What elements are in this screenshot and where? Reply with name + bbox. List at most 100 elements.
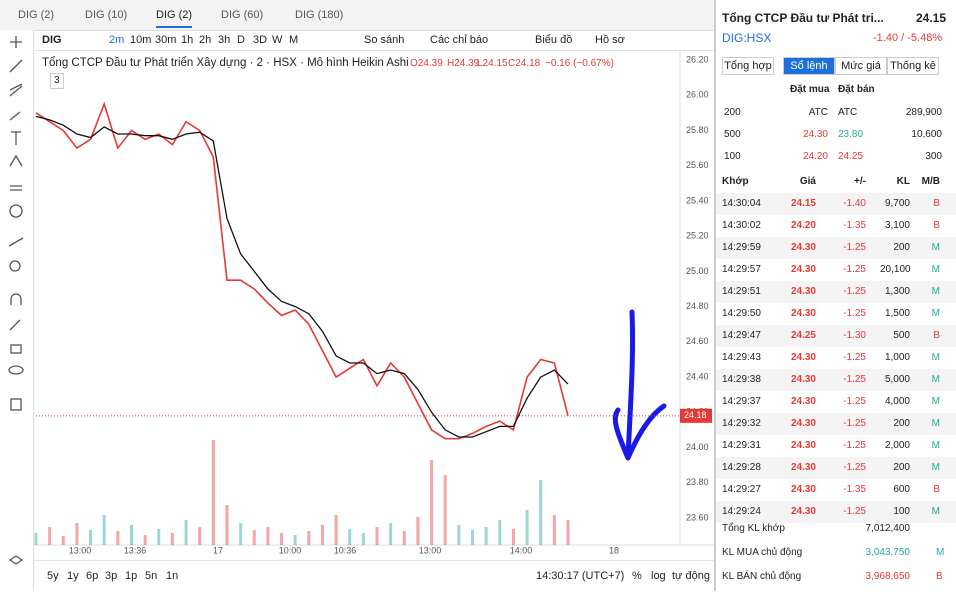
range-button[interactable]: 1y (67, 570, 79, 582)
scale-option[interactable]: tự động (672, 570, 710, 582)
trade-cell: 14:29:59 (722, 242, 761, 253)
volume-bar (184, 520, 188, 545)
trade-row (716, 193, 956, 215)
scale-option[interactable]: log (651, 570, 666, 582)
symbol[interactable]: DIG (42, 34, 62, 46)
trade-cell: 24.30 (790, 374, 816, 385)
trade-cell: B (933, 198, 940, 209)
trade-cell: -1.25 (843, 352, 866, 363)
trade-cell: B (933, 220, 940, 231)
tab[interactable]: DIG (180) (295, 9, 344, 21)
trade-row (716, 391, 956, 413)
trade-cell: -1.25 (843, 506, 866, 517)
tab[interactable]: DIG (60) (221, 9, 264, 21)
trade-cell: 14:29:37 (722, 396, 761, 407)
ohlc-value: −0.16 (−0.67%) (545, 58, 614, 69)
interval[interactable]: M (289, 34, 299, 46)
volume-bar (443, 475, 447, 545)
interval[interactable]: D (237, 34, 245, 46)
interval[interactable]: 1h (181, 34, 194, 46)
summary-value: 3,968,650 (865, 571, 911, 582)
trade-cell: 14:30:04 (722, 198, 761, 209)
trade-cell: 500 (893, 330, 910, 341)
volume-bar (389, 523, 393, 545)
interval[interactable]: 2h (199, 34, 212, 46)
panel-tab[interactable]: Mức giá (835, 57, 887, 75)
interval[interactable]: W (272, 34, 283, 46)
last-price-label: 24.18 (684, 410, 707, 420)
header: Đặt bán (838, 84, 875, 95)
volume-bar (116, 531, 120, 545)
price-label: 25.20 (686, 231, 709, 241)
ask-price: 23.80 (838, 129, 864, 140)
tab[interactable]: DIG (10) (85, 9, 128, 21)
volume-bar (157, 529, 161, 545)
trade-row (716, 325, 956, 347)
interval[interactable]: 30m (155, 34, 177, 46)
trade-cell: -1.35 (843, 484, 866, 495)
range-button[interactable]: 5n (145, 570, 158, 582)
moving-average (35, 115, 569, 438)
volume-bar (498, 520, 502, 545)
trade-cell: 24.30 (790, 418, 816, 429)
range-button[interactable]: 1n (166, 570, 179, 582)
price-label: 25.00 (686, 266, 709, 276)
interval[interactable]: 10m (130, 34, 152, 46)
volume-bar (457, 525, 461, 545)
volume-bar (539, 480, 543, 545)
trade-row (716, 413, 956, 435)
interval[interactable]: 2m (109, 34, 125, 46)
panel-tab[interactable]: Sổ lệnh (783, 57, 835, 75)
trade-cell: -1.25 (843, 396, 866, 407)
range-button[interactable]: 5y (47, 570, 59, 582)
last-price: 24.15 (916, 11, 947, 25)
volume-bar (102, 515, 106, 545)
volume-bar (552, 515, 556, 545)
ask-price: 24.25 (838, 151, 864, 162)
trade-cell: 3,100 (884, 220, 910, 231)
range-button[interactable]: 1p (125, 570, 138, 582)
study-toggle[interactable]: 3 (50, 73, 64, 89)
ticker: DIG:HSX (722, 31, 772, 45)
volume-bar (375, 527, 379, 545)
trade-cell: -1.25 (843, 374, 866, 385)
scale-option[interactable]: % (632, 570, 642, 582)
volume-bar (293, 535, 297, 545)
ask-volume: 10,600 (911, 129, 942, 140)
interval[interactable]: 3D (253, 34, 268, 46)
compare-button[interactable]: So sánh (364, 34, 405, 46)
trade-cell: -1.25 (843, 286, 866, 297)
price-label: 26.20 (686, 54, 709, 64)
ohlc-value: H24.39 (447, 58, 480, 69)
volume-bar (566, 520, 570, 545)
trade-cell: M (931, 308, 940, 319)
trade-cell: B (933, 330, 940, 341)
time-label: 13:36 (124, 545, 147, 555)
trade-cell: 24.30 (790, 264, 816, 275)
indicators-button[interactable]: Các chỉ báo (430, 34, 489, 46)
price-label: 24.60 (686, 336, 709, 346)
panel-tab[interactable]: Tổng hợp (722, 57, 774, 75)
volume-bar (307, 531, 311, 545)
volume-bar (471, 530, 475, 545)
volume-bar (211, 440, 215, 545)
panel-tab[interactable]: Thống kê (887, 57, 939, 75)
trade-cell: -1.35 (843, 220, 866, 231)
trade-row (716, 259, 956, 281)
volume-bar (48, 527, 52, 545)
volume-bar (239, 523, 243, 545)
tab[interactable]: DIG (2) (18, 9, 55, 21)
range-button[interactable]: 3p (105, 570, 118, 582)
chart-menu[interactable]: Biểu đồ (535, 34, 573, 46)
profile-menu[interactable]: Hồ sơ (595, 34, 625, 46)
trade-header: Khớp (722, 176, 749, 187)
range-button[interactable]: 6p (86, 570, 99, 582)
interval[interactable]: 3h (218, 34, 231, 46)
price-label: 26.00 (686, 90, 709, 100)
volume-bar (280, 533, 284, 545)
volume-bar (129, 525, 133, 545)
tab[interactable]: DIG (2) (156, 8, 193, 28)
time-label: 13:00 (419, 545, 442, 555)
trade-cell: 24.20 (790, 220, 816, 231)
